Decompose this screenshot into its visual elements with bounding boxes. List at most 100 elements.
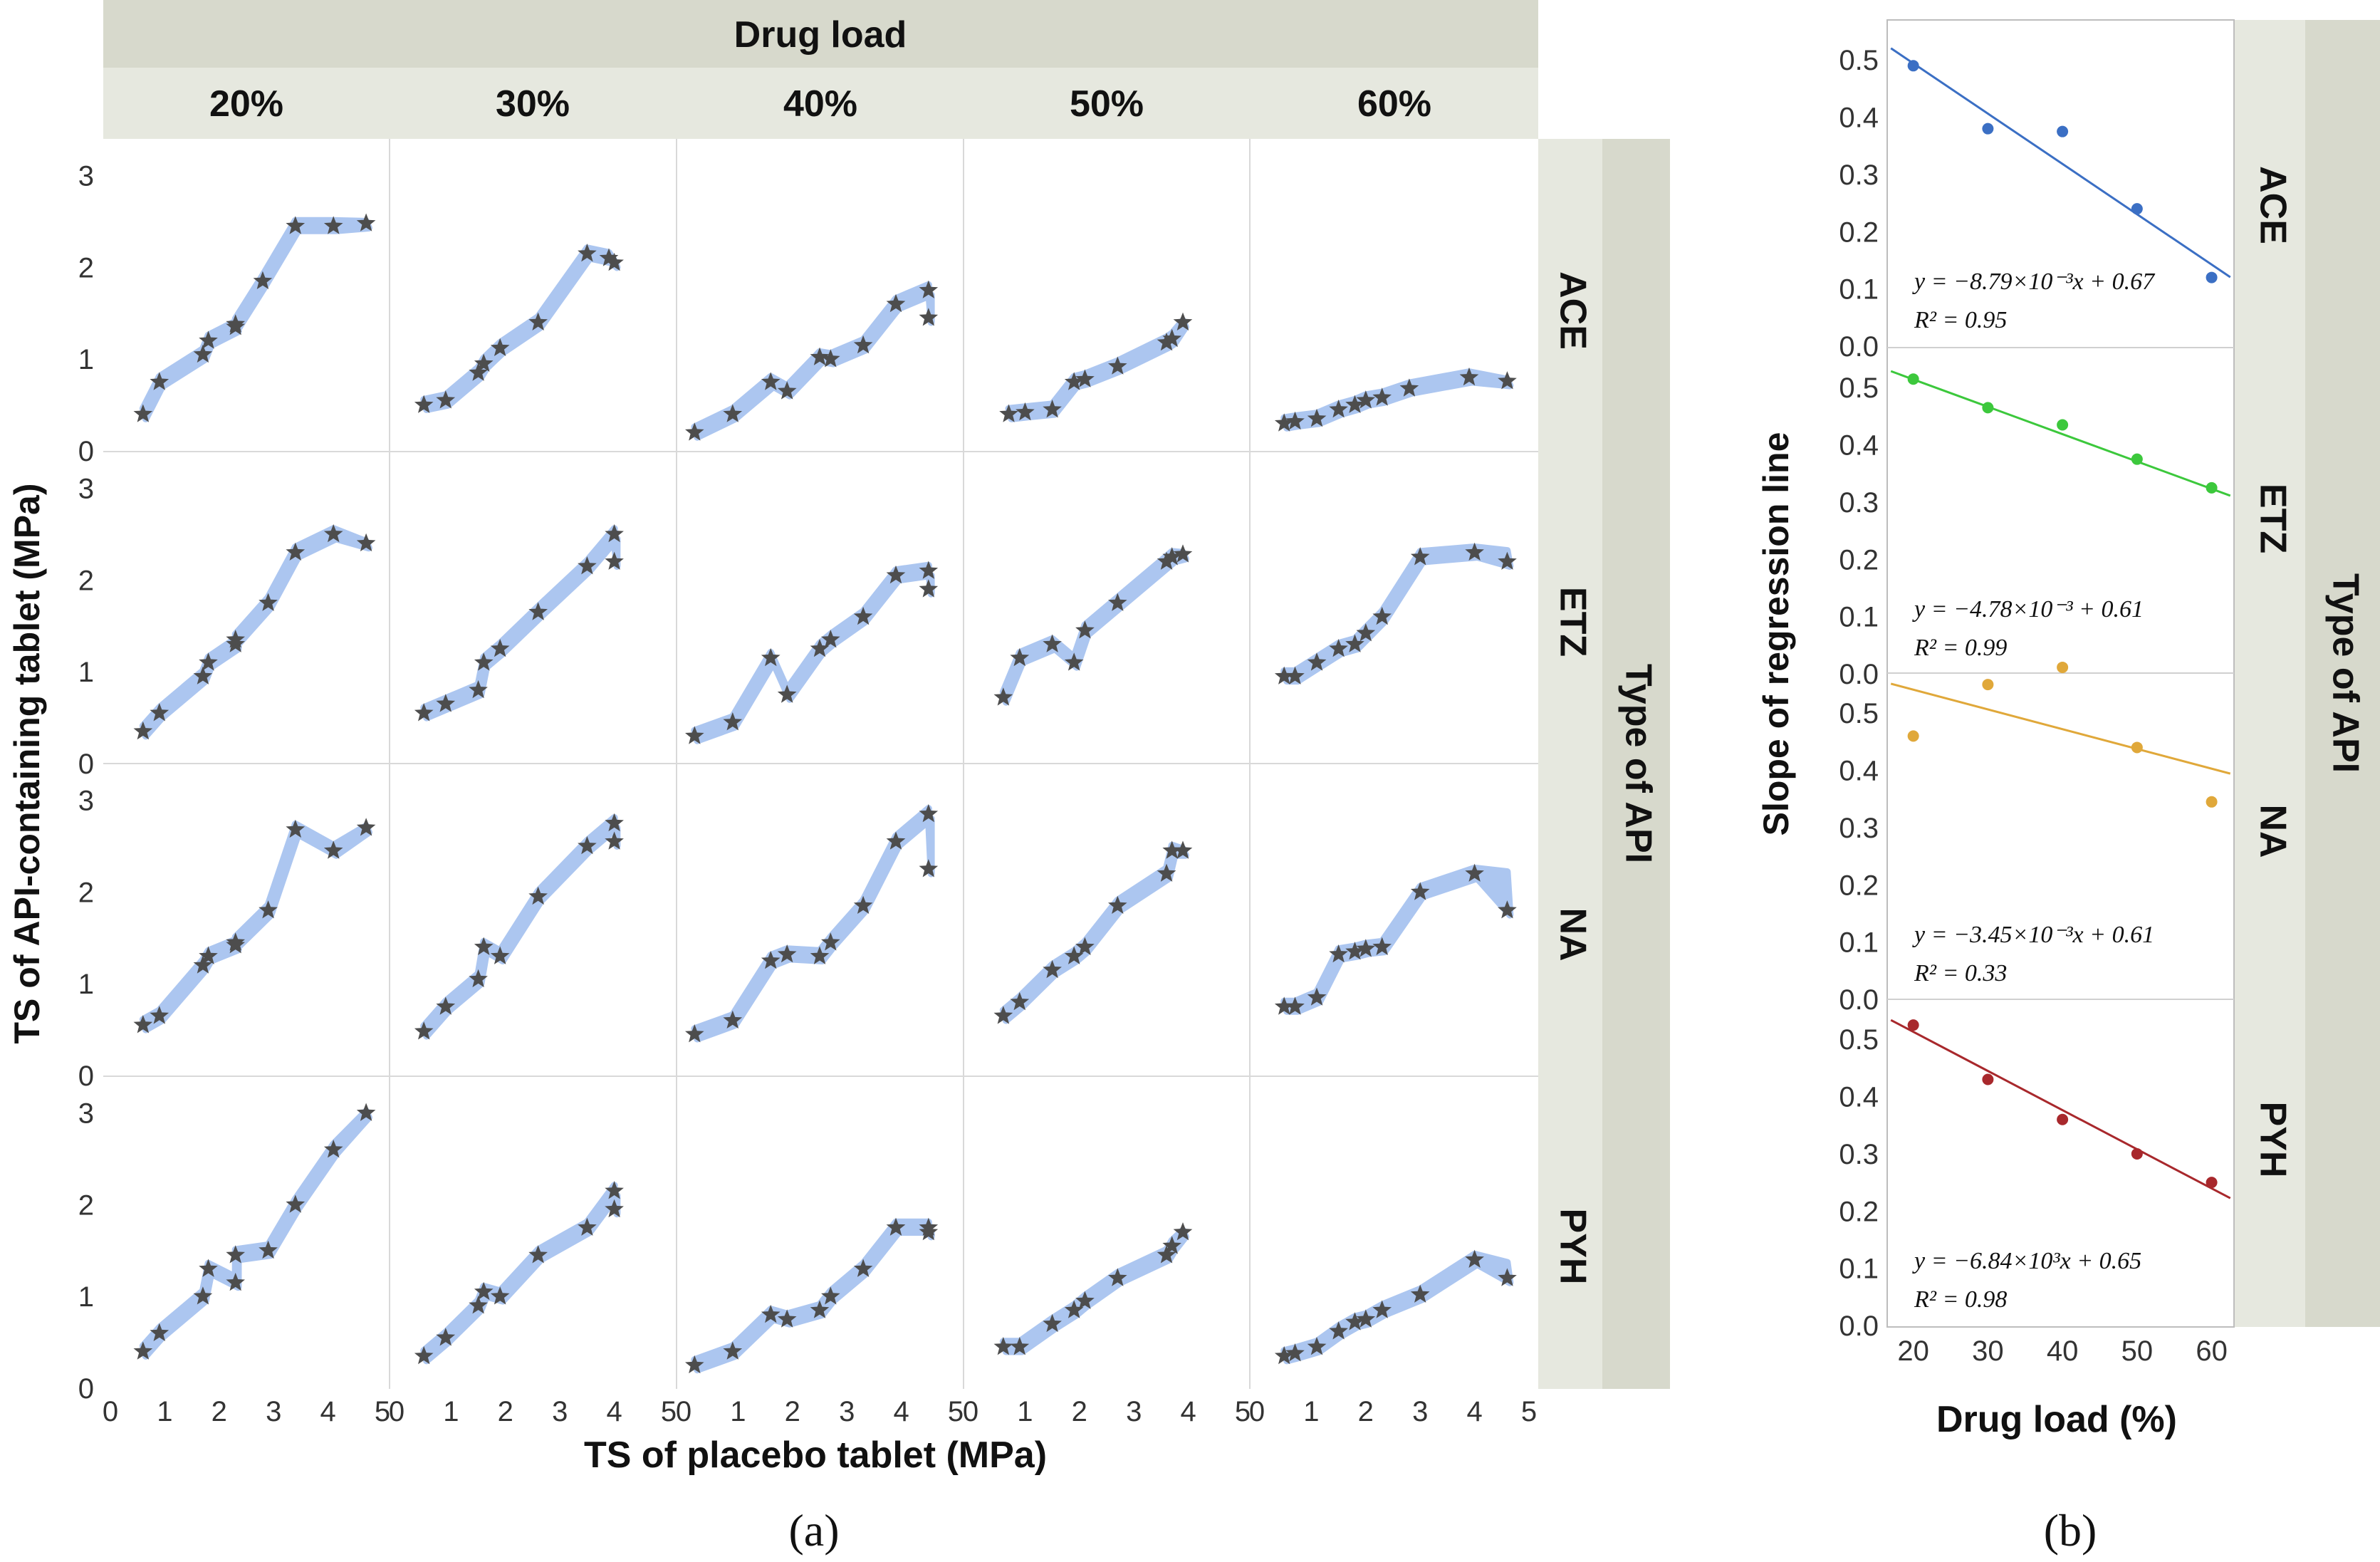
row-label-strip: [1538, 139, 1602, 1389]
data-star-point: [1274, 1345, 1294, 1365]
data-star-point: [605, 524, 624, 543]
data-star-point: [886, 1217, 906, 1236]
data-star-point: [919, 308, 939, 326]
row-label-etz: ETZ: [1552, 587, 1593, 657]
x-tick-label: 2: [1358, 1396, 1374, 1427]
data-star-point: [1162, 547, 1181, 566]
y-tick-label: 2: [78, 1189, 94, 1221]
y-tick-label: 2: [78, 877, 94, 908]
data-star-point: [1157, 551, 1176, 570]
data-star-point: [1064, 372, 1084, 390]
y-tick-label: 3: [78, 161, 94, 192]
data-star-point: [150, 1006, 169, 1024]
data-cloud: [1005, 317, 1189, 422]
x-tick-label: 5: [1235, 1396, 1251, 1427]
y-tick-label: 0.2: [1839, 1196, 1879, 1227]
data-star-point: [193, 1286, 213, 1305]
data-star-point: [193, 344, 213, 363]
column-label-20: 20%: [209, 83, 283, 125]
data-star-point: [259, 1240, 278, 1259]
data-cloud: [420, 1182, 621, 1365]
data-star-point: [1162, 328, 1181, 348]
panel-b: ACE ETZ NA PYH Type of API Slope of regr…: [1756, 19, 2380, 1556]
data-star-point: [1329, 400, 1348, 418]
data-star-point: [1064, 1300, 1084, 1318]
x-tick-label: 1: [730, 1396, 746, 1427]
data-star-point: [810, 1300, 830, 1318]
x-tick-label: 0: [389, 1396, 405, 1427]
data-cloud: [999, 1227, 1189, 1355]
data-cloud: [139, 525, 372, 740]
data-star-point: [1329, 944, 1348, 963]
y-tick-label: 0: [78, 749, 94, 780]
data-star-point: [1274, 413, 1294, 432]
data-star-point: [685, 1355, 704, 1374]
regression-equation-pyh: y = −6.84×10³x + 0.65: [1912, 1248, 2141, 1274]
type-of-api-title-a: Type of API: [1617, 664, 1659, 863]
x-tick-label: 2: [212, 1396, 227, 1427]
data-star-point: [1465, 863, 1484, 882]
data-star-point: [226, 630, 245, 648]
x-tick-label: 0: [676, 1396, 691, 1427]
panel-a-clouds: [139, 217, 1514, 1374]
data-star-point: [1162, 840, 1181, 859]
data-star-point: [1307, 652, 1327, 671]
data-star-point: [578, 835, 597, 855]
data-star-point: [414, 1345, 434, 1365]
data-star-point: [1043, 1313, 1062, 1333]
data-star-point: [436, 694, 456, 712]
data-star-point: [414, 703, 434, 722]
data-point-pyh: [2057, 1113, 2069, 1125]
data-star-point: [605, 252, 624, 271]
y-tick-label: 0.3: [1839, 813, 1879, 844]
data-star-point: [605, 1199, 624, 1218]
y-tick-label: 0.1: [1839, 274, 1879, 306]
x-tick-label: 60: [2196, 1335, 2228, 1367]
data-star-point: [761, 647, 781, 667]
data-star-point: [253, 271, 273, 289]
x-tick-label: 3: [1412, 1396, 1428, 1427]
data-star-point: [199, 330, 218, 349]
panel-a-grid: [103, 139, 1538, 1389]
data-point-etz: [2206, 481, 2218, 494]
data-star-point: [474, 1281, 494, 1301]
data-star-point: [723, 1010, 743, 1029]
data-star-point: [1010, 1337, 1030, 1355]
type-of-api-title-b: Type of API: [2324, 573, 2366, 773]
x-tick-label: 3: [839, 1396, 855, 1427]
data-star-point: [1410, 547, 1430, 566]
x-tick-label: 40: [2047, 1335, 2079, 1367]
data-star-point: [993, 687, 1013, 706]
panel-b-row-strip: [2234, 20, 2305, 1327]
data-star-point: [999, 404, 1018, 422]
data-star-point: [1075, 937, 1095, 955]
data-star-point: [1108, 895, 1127, 914]
data-star-point: [1399, 378, 1419, 397]
data-star-point: [1010, 647, 1030, 667]
data-star-point: [469, 363, 488, 381]
data-star-point: [685, 726, 704, 744]
data-star-point: [1075, 620, 1095, 639]
data-star-point: [685, 1024, 704, 1043]
data-star-point: [578, 244, 597, 262]
x-tick-label: 3: [1126, 1396, 1142, 1427]
data-star-point: [1064, 652, 1084, 671]
data-star-point: [414, 1021, 434, 1040]
y-tick-label: 1: [78, 657, 94, 688]
data-point-pyh: [2131, 1147, 2143, 1160]
y-tick-label: 0.0: [1839, 1311, 1879, 1342]
data-star-point: [436, 390, 456, 409]
x-tick-label: 2: [785, 1396, 800, 1427]
data-point-etz: [2131, 453, 2143, 465]
data-cloud: [999, 548, 1189, 706]
data-star-point: [1274, 666, 1294, 684]
data-cloud: [420, 525, 621, 722]
x-tick-label: 2: [498, 1396, 513, 1427]
data-star-point: [286, 542, 306, 561]
data-star-point: [810, 347, 830, 365]
panel-b-points: [1907, 60, 2218, 1189]
data-star-point: [259, 900, 278, 919]
row-label-na: NA: [1552, 907, 1593, 961]
data-star-point: [199, 1259, 218, 1277]
